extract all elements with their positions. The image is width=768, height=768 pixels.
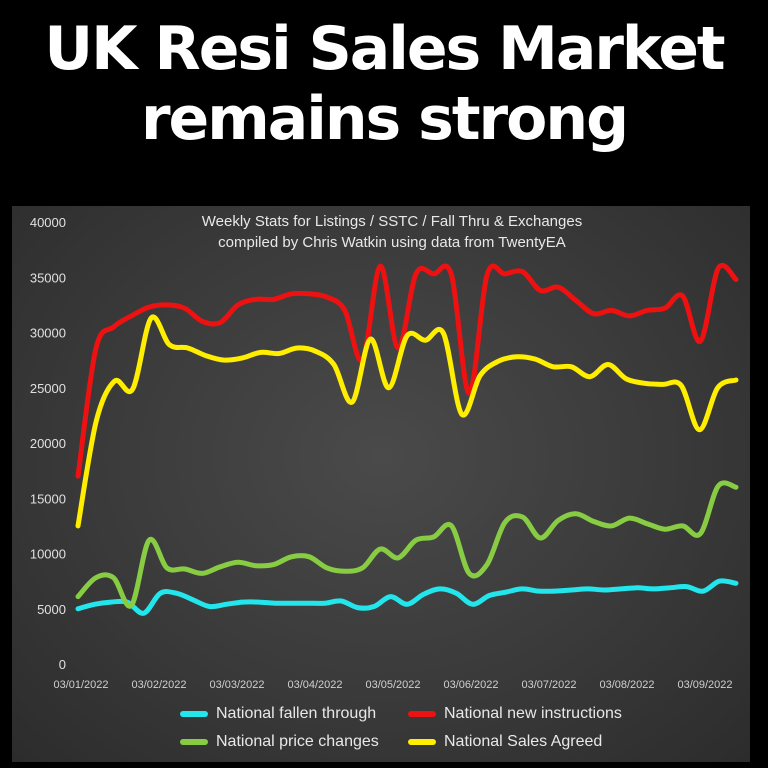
y-tick-label: 30000 [30,326,66,341]
y-tick-label: 10000 [30,547,66,562]
x-tick-label: 03/09/2022 [677,679,732,691]
x-axis-ticks: 03/01/2022 03/02/2022 03/03/2022 03/04/2022… [53,679,732,691]
x-tick-label: 03/03/2022 [209,679,264,691]
x-tick-label: 03/02/2022 [131,679,186,691]
legend-label-sales-agreed: National Sales Agreed [444,733,603,750]
y-tick-label: 5000 [37,602,66,617]
legend-swatch-sales-agreed [408,739,436,745]
x-tick-label: 03/05/2022 [365,679,420,691]
legend-label-fallen-through: National fallen through [216,705,377,722]
legend-swatch-fallen-through [180,711,208,717]
x-tick-label: 03/01/2022 [53,679,108,691]
series-line-sales-agreed [75,314,739,529]
legend-item-fallen-through: National fallen through [180,701,376,727]
headline-line-1: UK Resi Sales Market [44,14,725,84]
y-tick-label: 20000 [30,436,66,451]
line-chart: 0 5000 10000 15000 20000 25000 30000 35000 40000… [30,215,739,691]
y-tick-label: 25000 [30,381,66,396]
legend-label-price-changes: National price changes [216,733,379,750]
legend-swatch-new-instructions [408,711,436,717]
chart-subtitle: compiled by Chris Watkin using data from… [218,234,566,251]
chart-title: Weekly Stats for Listings / SSTC / Fall … [201,213,583,230]
y-tick-label: 0 [59,657,66,672]
series-line-new-instructions [75,263,739,479]
headline: UK Resi Sales Market remains strong [0,14,768,154]
chart-panel: Weekly Stats for Listings / SSTC / Fall … [12,206,750,762]
x-tick-label: 03/08/2022 [599,679,654,691]
legend-item-price-changes: National price changes [180,729,379,755]
legend-swatch-price-changes [180,739,208,745]
y-axis-ticks: 0 5000 10000 15000 20000 25000 30000 35000 40000 [30,215,66,672]
y-tick-label: 35000 [30,270,66,285]
series-line-price-changes [75,480,739,609]
series-line-fallen-through [75,578,739,616]
y-tick-label: 40000 [30,215,66,230]
headline-line-2: remains strong [140,84,629,154]
x-tick-label: 03/07/2022 [521,679,576,691]
legend-row-2: National price changes National Sales Ag… [12,729,750,755]
series-lines [75,263,739,616]
x-tick-label: 03/04/2022 [287,679,342,691]
legend-label-new-instructions: National new instructions [444,705,622,722]
legend-row-1: National fallen through National new ins… [12,701,750,727]
legend-item-new-instructions: National new instructions [408,701,622,727]
y-tick-label: 15000 [30,491,66,506]
legend-item-sales-agreed: National Sales Agreed [408,729,602,755]
x-tick-label: 03/06/2022 [443,679,498,691]
